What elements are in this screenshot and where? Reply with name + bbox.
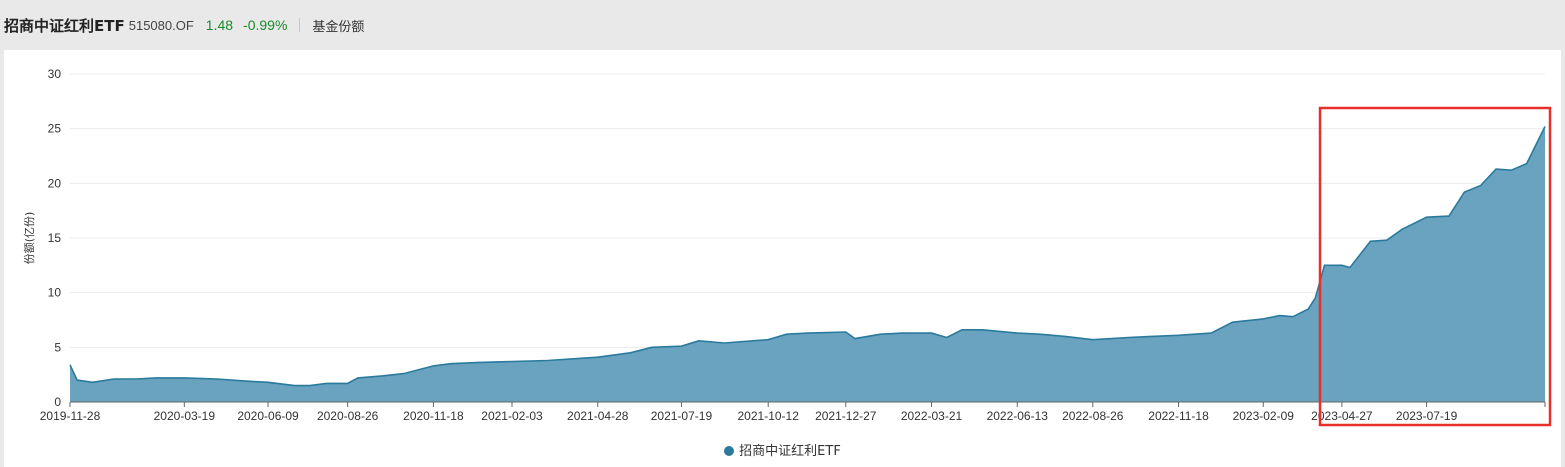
y-tick-label: 15: [48, 231, 62, 245]
x-tick-label: 2020-06-09: [237, 409, 299, 423]
x-tick-label: 2021-04-28: [567, 409, 629, 423]
highlight-box: [1318, 106, 1552, 427]
legend-label: 招商中证红利ETF: [739, 444, 841, 459]
x-tick-label: 2022-08-26: [1062, 409, 1124, 423]
x-tick-label: 2022-06-13: [987, 409, 1049, 423]
chart-header: 招商中证红利ETF 515080.OF 1.48 -0.99% 基金份额: [0, 0, 1565, 50]
nav-change: -0.99%: [243, 17, 288, 33]
x-tick-label: 2023-04-27: [1311, 409, 1373, 423]
x-tick-label: 2021-12-27: [815, 409, 877, 423]
y-tick-label: 20: [48, 176, 62, 190]
x-tick-label: 2023-07-19: [1396, 409, 1458, 423]
y-tick-label: 25: [48, 122, 62, 136]
y-tick-label: 30: [48, 67, 62, 81]
y-tick-labels: 0 5 10 15 20 25 30: [48, 67, 62, 409]
y-tick-label: 10: [48, 286, 62, 300]
x-tick-label: 2020-03-19: [154, 409, 216, 423]
fund-name: 招商中证红利ETF: [4, 16, 125, 35]
metric-tab-fund-shares[interactable]: 基金份额: [312, 19, 365, 35]
series-line: [69, 126, 1546, 387]
x-tick-label: 2020-11-18: [403, 409, 464, 423]
y-axis-label: 份额(亿份): [23, 212, 36, 265]
series-area: [70, 126, 1545, 402]
x-tick-label: 2022-11-18: [1148, 409, 1209, 423]
x-tick-label: 2021-07-19: [651, 409, 713, 423]
x-tick-labels: 2019-11-28 2020-03-19 2020-06-09 2020-08-26…: [40, 402, 1546, 423]
header-divider: [299, 18, 301, 32]
x-tick-label: 2021-10-12: [738, 409, 800, 423]
x-tick-label: 2019-11-28: [40, 409, 101, 423]
x-tick-label: 2020-08-26: [317, 409, 379, 423]
legend[interactable]: 招商中证红利ETF: [0, 440, 1565, 459]
y-tick-label: 5: [54, 340, 61, 354]
nav-value: 1.48: [205, 17, 234, 33]
fund-code: 515080.OF: [128, 17, 194, 33]
x-tick-label: 2021-02-03: [481, 409, 543, 423]
x-tick-label: 2022-03-21: [901, 409, 963, 423]
legend-dot-icon: [724, 446, 735, 456]
y-tick-label: 0: [54, 395, 61, 409]
x-tick-label: 2023-02-09: [1233, 409, 1295, 423]
